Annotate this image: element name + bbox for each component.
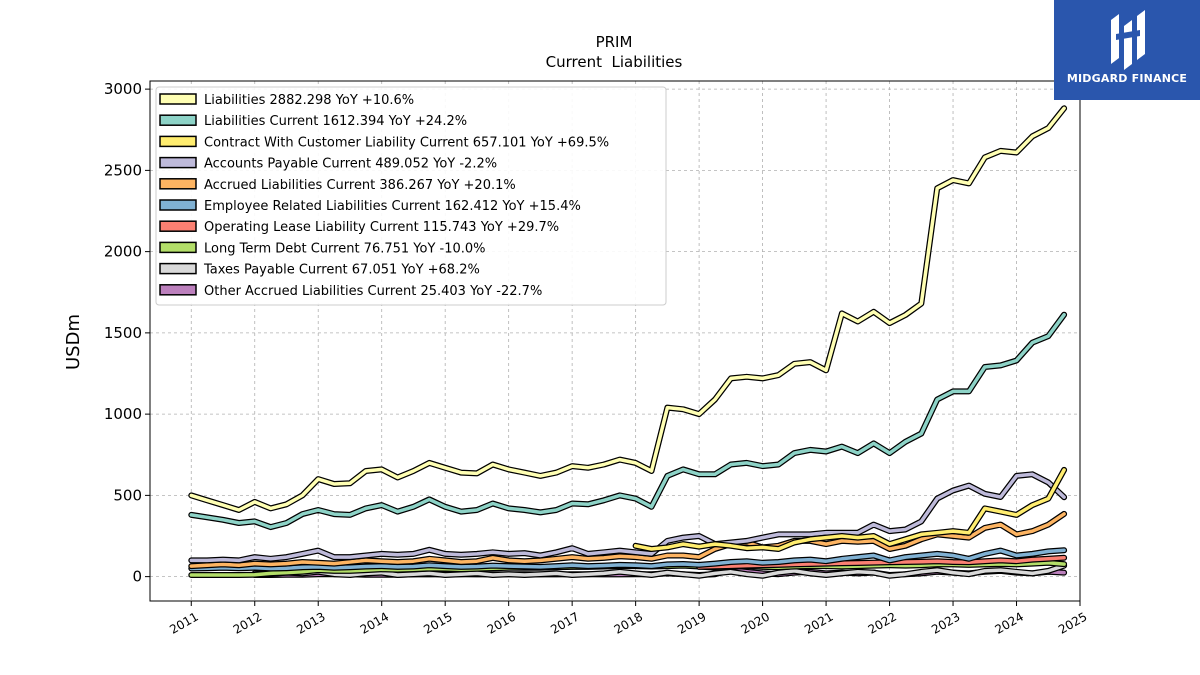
legend-swatch [159, 220, 197, 232]
y-tick-label: 1000 [104, 405, 142, 423]
legend-swatch [159, 241, 197, 254]
x-tick-label: 2016 [485, 609, 518, 636]
series-line [633, 468, 1066, 551]
legend-entry: Operating Lease Liability Current 115.74… [204, 220, 559, 235]
legend-entry: Other Accrued Liabilities Current 25.403… [204, 284, 542, 299]
legend-swatch [159, 199, 197, 211]
legend-entry: Employee Related Liabilities Current 162… [204, 199, 581, 214]
x-tick-label: 2022 [866, 609, 899, 636]
y-tick-label: 500 [113, 486, 142, 504]
plot-frame [149, 80, 1081, 602]
x-tick-label: 2017 [548, 609, 581, 636]
y-axis: 0 500 1000 1500 2000 2500 3000 [104, 80, 150, 586]
legend: Liabilities 2882.298 YoY +10.6% Liabiliti… [155, 86, 667, 306]
x-tick-label: 2013 [294, 609, 327, 636]
x-tick-label: 2015 [421, 609, 454, 636]
y-tick-label: 1500 [104, 324, 142, 342]
x-tick-label: 2023 [929, 609, 962, 636]
y-tick-label: 0 [132, 568, 142, 586]
series-line [189, 472, 1066, 563]
series-line [252, 563, 1066, 578]
x-axis: 2011 2012 2013 2014 2015 2016 2017 2018 2019 2020… [167, 601, 1090, 637]
legend-entry: Liabilities 2882.298 YoY +10.6% [204, 93, 414, 108]
y-tick-label: 2000 [104, 243, 142, 261]
chart-subtitle: Current Liabilities [546, 53, 683, 71]
legend-entry: Accrued Liabilities Current 386.267 YoY … [204, 178, 516, 193]
series-line [189, 512, 1066, 568]
legend-entry: Contract With Customer Liability Current… [204, 135, 609, 150]
x-tick-label: 2012 [231, 609, 264, 636]
x-tick-label: 2019 [675, 609, 708, 636]
legend-swatch [159, 262, 197, 275]
legend-swatch [159, 114, 197, 126]
logo: MIDGARD FINANCE [1054, 0, 1200, 100]
x-tick-label: 2021 [802, 609, 835, 636]
legend-swatch [159, 135, 197, 148]
legend-entry: Accounts Payable Current 489.052 YoY -2.… [204, 157, 497, 172]
y-tick-label: 2500 [104, 161, 142, 179]
legend-swatch [159, 284, 197, 296]
midgard-logo-icon [1111, 10, 1145, 70]
logo-text: MIDGARD FINANCE [1066, 72, 1188, 85]
series-outline [188, 471, 1068, 564]
x-tick-label: 2011 [167, 609, 200, 636]
legend-swatch [159, 156, 197, 169]
legend-entry: Liabilities Current 1612.394 YoY +24.2% [204, 114, 467, 129]
legend-entry: Taxes Payable Current 67.051 YoY +68.2% [203, 263, 480, 278]
x-tick-label: 2020 [739, 609, 772, 636]
x-tick-label: 2018 [612, 609, 645, 636]
y-axis-label: USDm [63, 314, 84, 370]
legend-entry: Long Term Debt Current 76.751 YoY -10.0% [204, 241, 486, 256]
x-tick-label: 2014 [358, 609, 391, 636]
x-tick-label: 2025 [1056, 609, 1089, 636]
series-line [189, 312, 1066, 529]
series-layer [188, 105, 1068, 579]
x-tick-label: 2024 [993, 609, 1026, 636]
chart-title: PRIM [596, 33, 633, 51]
series-line [189, 548, 1066, 571]
series-line [189, 106, 1066, 512]
legend-swatch [159, 178, 197, 190]
legend-swatch [159, 93, 197, 105]
y-tick-label: 3000 [104, 80, 142, 98]
legend-box [155, 86, 667, 306]
grid [150, 81, 1081, 601]
